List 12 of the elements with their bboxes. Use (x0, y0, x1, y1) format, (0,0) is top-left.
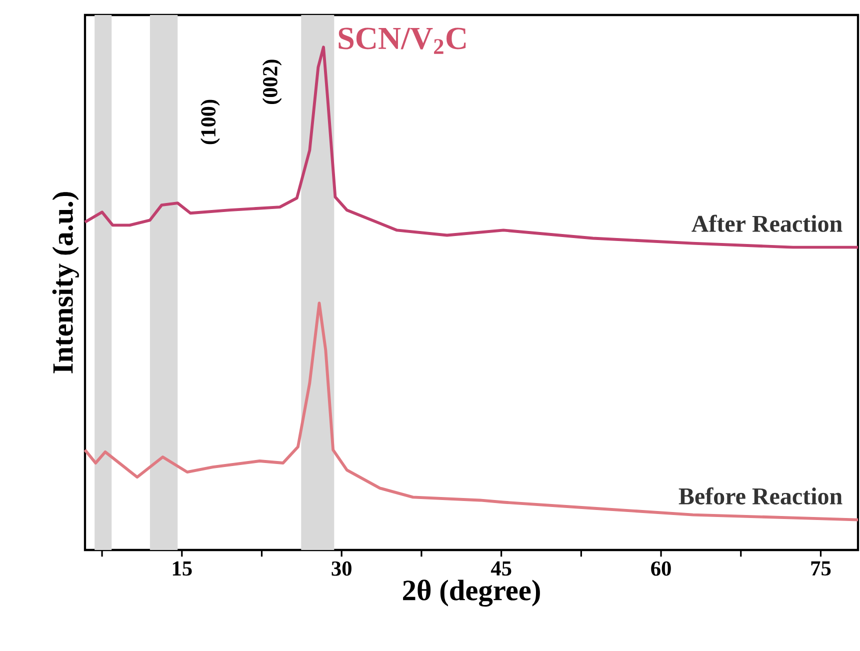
annotation: (002) (262, 60, 282, 104)
series-label: After Reaction (692, 214, 842, 232)
x-tick-label: 45 (490, 561, 512, 576)
chart-title: SCN/V$_{2}$C (338, 28, 466, 54)
x-axis-title: 2θ (degree) (403, 580, 540, 607)
x-tick-label: 60 (651, 561, 671, 576)
series-label: Before Reaction (678, 487, 842, 504)
x-tick-label: 75 (811, 561, 831, 576)
y-axis-title: Intensity (a.u.) (52, 192, 79, 374)
x-tick-label: 30 (332, 561, 352, 576)
annotation: (100) (200, 100, 220, 144)
x-tick-label: 15 (172, 561, 192, 576)
